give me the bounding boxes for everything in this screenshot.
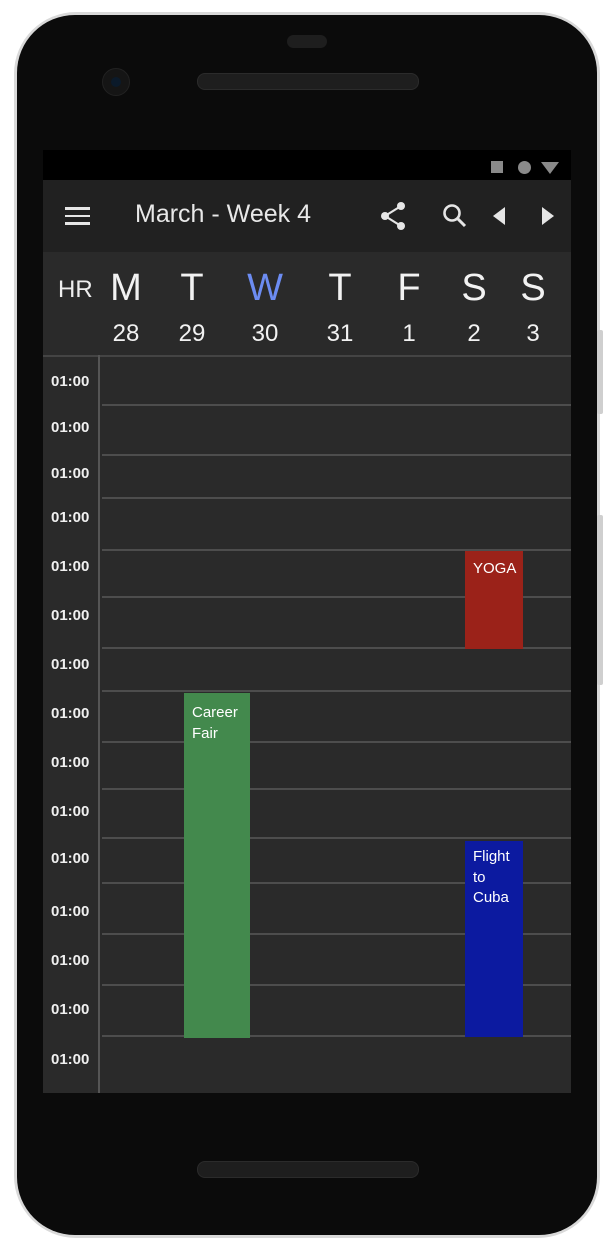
hour-line	[102, 837, 571, 839]
next-week-icon[interactable]	[531, 198, 567, 234]
hour-line	[102, 741, 571, 743]
time-label: 01:00	[51, 558, 90, 575]
hour-line	[102, 647, 571, 649]
phone-side-button	[597, 330, 603, 414]
hour-line	[102, 549, 571, 551]
time-label: 01:00	[51, 1051, 90, 1068]
day-date: 30	[251, 320, 279, 347]
hour-line	[102, 497, 571, 499]
hour-line	[102, 454, 571, 456]
day-date: 3	[526, 320, 540, 347]
day-letter: W	[247, 267, 283, 309]
day-letter: F	[397, 267, 421, 309]
day-letter: M	[110, 267, 142, 309]
time-label: 01:00	[51, 509, 90, 526]
status-triangle-icon	[541, 162, 559, 174]
search-icon[interactable]	[437, 198, 473, 234]
time-label: 01:00	[51, 1001, 90, 1018]
app-bar: March - Week 4	[43, 180, 571, 252]
time-label: 01:00	[51, 419, 90, 436]
week-grid[interactable]: 01:00 01:00 01:00 01:00 01:00 01:00 01:0…	[43, 355, 571, 1093]
page-title: March - Week 4	[135, 200, 311, 228]
hour-line	[102, 1035, 571, 1037]
event-block[interactable]: Flight to Cuba	[465, 841, 523, 1037]
app-screen: March - Week 4	[43, 150, 571, 1093]
event-block[interactable]: Career Fair	[184, 693, 250, 1038]
time-column-divider	[98, 355, 100, 1093]
phone-volume-button	[597, 515, 603, 685]
time-label: 01:00	[51, 952, 90, 969]
hour-line	[102, 596, 571, 598]
week-day-header: HR M 28 T 29 W 30 T 31 F 1 S 2 S 3	[43, 252, 571, 355]
day-date: 28	[112, 320, 140, 347]
status-bar	[43, 150, 571, 180]
day-column-header[interactable]: M 28	[96, 266, 156, 348]
share-icon[interactable]	[375, 198, 411, 234]
hour-line	[102, 882, 571, 884]
event-title: Flight to Cuba	[473, 848, 510, 906]
day-letter: S	[461, 267, 487, 309]
event-title: Career Fair	[192, 704, 238, 742]
event-block[interactable]: YOGA	[465, 551, 523, 649]
hour-line	[102, 404, 571, 406]
phone-sensor	[287, 35, 327, 48]
day-letter: T	[180, 267, 204, 309]
time-label: 01:00	[51, 850, 90, 867]
time-label: 01:00	[51, 754, 90, 771]
time-label: 01:00	[51, 705, 90, 722]
hour-line	[102, 933, 571, 935]
hour-line	[102, 984, 571, 986]
event-title: YOGA	[473, 560, 517, 577]
time-label: 01:00	[51, 903, 90, 920]
hour-line	[102, 690, 571, 692]
time-label: 01:00	[51, 656, 90, 673]
day-date: 2	[467, 320, 481, 347]
time-label: 01:00	[51, 607, 90, 624]
day-column-header[interactable]: T 29	[162, 266, 222, 348]
day-column-header-today[interactable]: W 30	[235, 266, 295, 348]
day-letter: T	[328, 267, 352, 309]
day-date: 1	[402, 320, 416, 347]
day-date: 31	[326, 320, 354, 347]
status-square-icon	[491, 161, 503, 173]
hour-column-label: HR	[58, 276, 93, 303]
grid-top-divider	[43, 355, 571, 357]
day-column-header[interactable]: S 2	[444, 266, 504, 348]
prev-week-icon[interactable]	[483, 198, 519, 234]
hour-line	[102, 788, 571, 790]
day-column-header[interactable]: T 31	[310, 266, 370, 348]
front-camera	[102, 68, 130, 96]
time-label: 01:00	[51, 373, 90, 390]
menu-icon[interactable]	[65, 207, 91, 225]
time-label: 01:00	[51, 465, 90, 482]
time-label: 01:00	[51, 803, 90, 820]
day-column-header[interactable]: S 3	[503, 266, 563, 348]
day-letter: S	[520, 267, 546, 309]
status-circle-icon	[518, 161, 531, 174]
day-column-header[interactable]: F 1	[379, 266, 439, 348]
day-date: 29	[178, 320, 206, 347]
bottom-speaker	[197, 1161, 419, 1178]
earpiece-speaker	[197, 73, 419, 90]
